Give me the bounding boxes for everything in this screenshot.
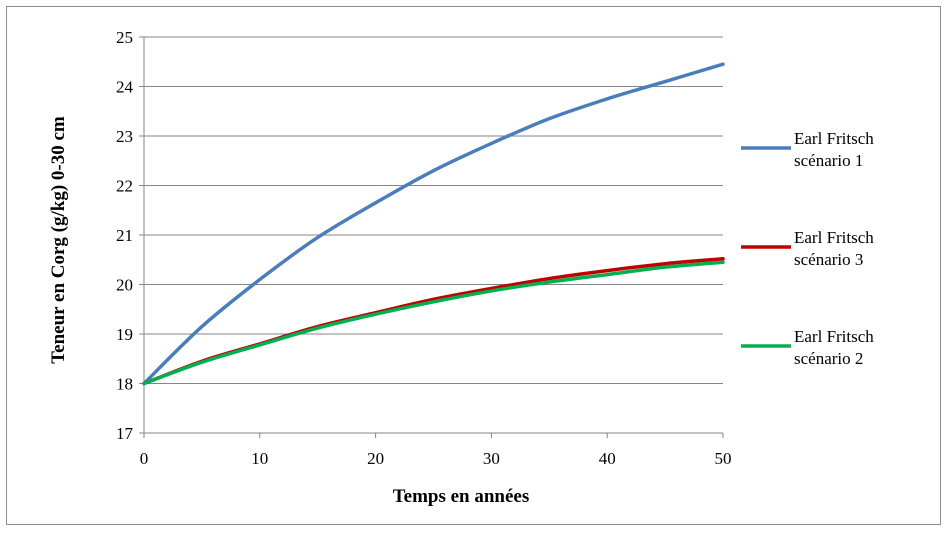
x-axis-title: Temps en années <box>393 486 530 507</box>
y-axis-title: Teneur en Corg (g/kg) 0-30 cm <box>48 116 69 364</box>
legend-label-line: Earl Fritsch <box>794 129 874 148</box>
y-tick-label: 19 <box>116 325 133 344</box>
gridlines <box>144 36 723 384</box>
y-tick-label: 17 <box>116 424 134 443</box>
series-lines <box>142 62 725 386</box>
legend-label-line: scénario 2 <box>794 349 863 368</box>
x-tick-label: 30 <box>483 449 500 468</box>
legend-label-1: Earl Fritsch scénario 1 <box>794 129 874 170</box>
tick-labels: 17 18 19 20 21 22 23 24 25 0 10 20 30 40 50 <box>116 28 732 468</box>
series-line-1 <box>142 62 725 386</box>
legend-label-2: Earl Fritsch scénario 3 <box>794 228 874 269</box>
series-line-2 <box>142 257 725 386</box>
y-tick-label: 18 <box>116 375 133 394</box>
legend-label-3: Earl Fritsch scénario 2 <box>794 327 874 368</box>
x-tick-label: 50 <box>715 449 732 468</box>
legend-label-line: Earl Fritsch <box>794 228 874 247</box>
legend-label-line: scénario 1 <box>794 151 863 170</box>
chart-frame <box>6 6 941 525</box>
x-tick-label: 10 <box>251 449 268 468</box>
legend-label-line: scénario 3 <box>794 250 863 269</box>
y-tick-label: 25 <box>116 28 133 47</box>
x-tick-label: 20 <box>367 449 384 468</box>
x-tick-label: 40 <box>599 449 616 468</box>
y-tick-label: 21 <box>116 226 133 245</box>
y-tick-label: 22 <box>116 177 133 196</box>
y-tick-label: 23 <box>116 127 133 146</box>
x-tick-label: 0 <box>140 449 149 468</box>
legend: Earl Fritsch scénario 1 Earl Fritsch scénar… <box>741 129 874 368</box>
y-tick-label: 20 <box>116 276 133 295</box>
legend-label-line: Earl Fritsch <box>794 327 874 346</box>
series-line-3 <box>142 260 725 386</box>
axes <box>139 36 724 438</box>
y-tick-label: 24 <box>116 78 134 97</box>
